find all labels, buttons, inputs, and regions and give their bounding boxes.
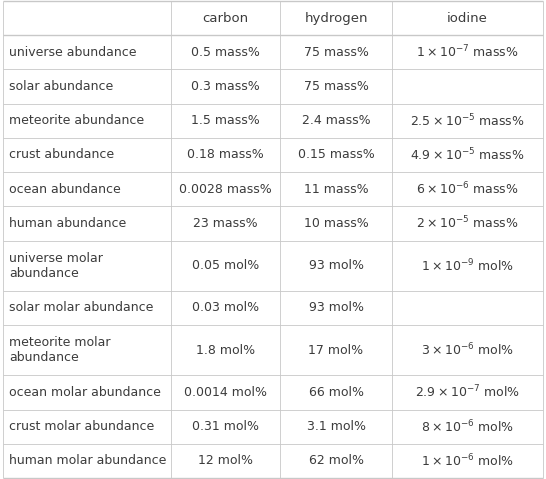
Text: 23 mass%: 23 mass% xyxy=(193,217,258,230)
Text: crust molar abundance: crust molar abundance xyxy=(9,420,155,433)
Text: ocean molar abundance: ocean molar abundance xyxy=(9,386,161,399)
Text: 0.0028 mass%: 0.0028 mass% xyxy=(179,182,272,196)
Text: hydrogen: hydrogen xyxy=(304,11,368,24)
Text: $3\times10^{-6}$ mol%: $3\times10^{-6}$ mol% xyxy=(421,342,514,358)
Text: $6\times10^{-6}$ mass%: $6\times10^{-6}$ mass% xyxy=(416,181,519,197)
Text: $8\times10^{-6}$ mol%: $8\times10^{-6}$ mol% xyxy=(421,419,514,435)
Text: 0.5 mass%: 0.5 mass% xyxy=(191,46,260,59)
Text: 66 mol%: 66 mol% xyxy=(308,386,364,399)
Text: iodine: iodine xyxy=(447,11,488,24)
Text: 2.4 mass%: 2.4 mass% xyxy=(302,114,370,127)
Text: 3.1 mol%: 3.1 mol% xyxy=(306,420,365,433)
Text: 0.03 mol%: 0.03 mol% xyxy=(192,301,259,314)
Text: 12 mol%: 12 mol% xyxy=(198,455,253,468)
Text: 0.15 mass%: 0.15 mass% xyxy=(298,148,375,161)
Text: meteorite molar
abundance: meteorite molar abundance xyxy=(9,336,111,364)
Text: human molar abundance: human molar abundance xyxy=(9,455,167,468)
Text: 62 mol%: 62 mol% xyxy=(308,455,364,468)
Text: $2.9\times10^{-7}$ mol%: $2.9\times10^{-7}$ mol% xyxy=(415,384,520,401)
Text: universe abundance: universe abundance xyxy=(9,46,137,59)
Text: $1\times10^{-7}$ mass%: $1\times10^{-7}$ mass% xyxy=(416,44,519,60)
Text: meteorite abundance: meteorite abundance xyxy=(9,114,144,127)
Text: universe molar
abundance: universe molar abundance xyxy=(9,251,103,280)
Text: 0.31 mol%: 0.31 mol% xyxy=(192,420,259,433)
Text: $2.5\times10^{-5}$ mass%: $2.5\times10^{-5}$ mass% xyxy=(411,113,525,129)
Text: 1.5 mass%: 1.5 mass% xyxy=(191,114,260,127)
Text: crust abundance: crust abundance xyxy=(9,148,115,161)
Text: 0.3 mass%: 0.3 mass% xyxy=(191,80,260,93)
Text: $1\times10^{-6}$ mol%: $1\times10^{-6}$ mol% xyxy=(421,453,514,469)
Text: solar abundance: solar abundance xyxy=(9,80,114,93)
Text: 0.05 mol%: 0.05 mol% xyxy=(192,259,259,272)
Text: $1\times10^{-9}$ mol%: $1\times10^{-9}$ mol% xyxy=(421,257,514,274)
Text: 0.18 mass%: 0.18 mass% xyxy=(187,148,264,161)
Text: 1.8 mol%: 1.8 mol% xyxy=(196,344,255,357)
Text: human abundance: human abundance xyxy=(9,217,127,230)
Text: 75 mass%: 75 mass% xyxy=(304,80,369,93)
Text: 11 mass%: 11 mass% xyxy=(304,182,369,196)
Text: 17 mol%: 17 mol% xyxy=(308,344,364,357)
Text: 0.0014 mol%: 0.0014 mol% xyxy=(184,386,267,399)
Text: solar molar abundance: solar molar abundance xyxy=(9,301,153,314)
Text: $4.9\times10^{-5}$ mass%: $4.9\times10^{-5}$ mass% xyxy=(411,147,525,163)
Text: 93 mol%: 93 mol% xyxy=(308,301,364,314)
Text: 93 mol%: 93 mol% xyxy=(308,259,364,272)
Text: carbon: carbon xyxy=(203,11,248,24)
Text: $2\times10^{-5}$ mass%: $2\times10^{-5}$ mass% xyxy=(416,215,519,232)
Text: 75 mass%: 75 mass% xyxy=(304,46,369,59)
Text: 10 mass%: 10 mass% xyxy=(304,217,369,230)
Text: ocean abundance: ocean abundance xyxy=(9,182,121,196)
